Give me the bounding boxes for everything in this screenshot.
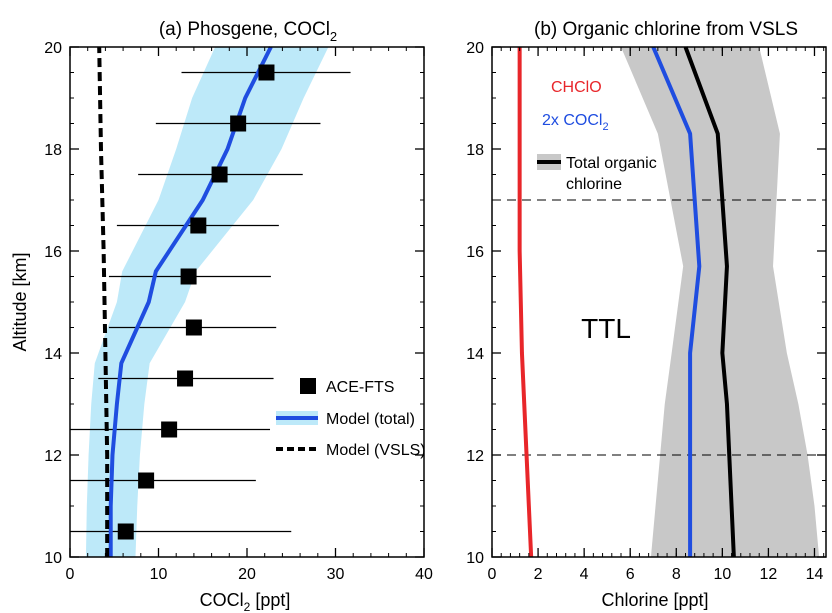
legend-ace-fts-marker xyxy=(300,378,316,394)
cocl2-series-label-subscript: 2 xyxy=(602,121,608,133)
ace-fts-point xyxy=(177,370,194,387)
legend-ace-fts-label: ACE-FTS xyxy=(326,379,394,396)
ace-fts-point xyxy=(211,166,228,183)
panel-a-x-tick-label: 30 xyxy=(327,566,345,583)
panel-b-x-tick-label: 10 xyxy=(713,566,731,583)
ace-fts-point xyxy=(138,472,155,489)
panel-a-title: (a) Phosgene, COCl2 xyxy=(159,19,337,44)
panel-b-x-tick-label: 12 xyxy=(760,566,778,583)
ace-fts-point xyxy=(180,268,197,285)
ace-fts-point xyxy=(230,115,247,132)
panel-a-legend: ACE-FTS Model (total) Model (VSLS) xyxy=(276,378,426,459)
panel-b-y-tick-label: 14 xyxy=(466,346,484,363)
panel-b-x-tick-label: 0 xyxy=(488,566,497,583)
ace-fts-point xyxy=(161,421,178,438)
panel-a-title-subscript: 2 xyxy=(330,29,337,44)
panel-b-x-tick-label: 8 xyxy=(672,566,681,583)
chclo-series-label: CHClO xyxy=(551,79,602,96)
legend-total-organic-label-line2: chlorine xyxy=(566,176,622,193)
model-vsls-line xyxy=(97,46,110,557)
panel-b-lines xyxy=(517,46,736,558)
ace-fts-point xyxy=(185,319,202,336)
panel-b-ticks: 0 2 4 6 8 10 12 14 10 12 14 16 18 20 xyxy=(466,40,826,583)
panel-a-x-label-main: COCl xyxy=(200,590,244,610)
total-organic-band xyxy=(620,47,820,557)
cocl2-line xyxy=(651,46,702,557)
panel-b-legend: Total organic chlorine xyxy=(537,154,657,193)
panel-b-x-tick-label: 4 xyxy=(580,566,589,583)
chclo-line xyxy=(517,47,534,558)
panel-a-x-tick-label: 20 xyxy=(238,566,256,583)
ace-fts-point xyxy=(190,217,207,234)
panel-a-y-tick-label: 12 xyxy=(44,448,62,465)
cocl2-series-label-main: 2x COCl xyxy=(542,112,602,129)
panel-a-x-tick-label: 0 xyxy=(66,566,75,583)
total-organic-line xyxy=(683,46,736,558)
panel-b-x-tick-label: 6 xyxy=(626,566,635,583)
panel-a-x-tick-label: 40 xyxy=(415,566,433,583)
panel-a-x-label-unit: [ppt] xyxy=(250,590,290,610)
panel-b-y-tick-label: 10 xyxy=(466,550,484,567)
cocl2-series-label: 2x COCl2 xyxy=(542,112,609,133)
panel-a-x-label-subscript: 2 xyxy=(244,600,251,613)
panel-a-y-axis-label: Altitude [km] xyxy=(10,252,30,351)
panel-b-y-tick-label: 12 xyxy=(466,448,484,465)
ace-fts-point xyxy=(117,523,134,540)
panel-a-title-main: (a) Phosgene, COCl xyxy=(159,19,330,40)
panel-b-x-tick-label: 2 xyxy=(534,566,543,583)
panel-a-y-tick-label: 16 xyxy=(44,244,62,261)
panel-a-x-tick-label: 10 xyxy=(150,566,168,583)
ttl-annotation: TTL xyxy=(581,313,631,344)
panel-b-x-axis-label: Chlorine [ppt] xyxy=(601,590,708,610)
panel-a-y-tick-label: 10 xyxy=(44,550,62,567)
legend-total-organic-label-line1: Total organic xyxy=(566,155,657,172)
ttl-boundary-lines xyxy=(492,199,826,456)
panel-a-y-tick-label: 14 xyxy=(44,346,62,363)
panel-b-x-tick-label: 14 xyxy=(806,566,824,583)
model-total-line xyxy=(108,46,273,557)
panel-b-y-tick-label: 16 xyxy=(466,244,484,261)
panel-b-organic-chlorine: 0 2 4 6 8 10 12 14 10 12 14 16 18 20 (b) Organic chlo… xyxy=(466,19,827,610)
panel-b-title: (b) Organic chlorine from VSLS xyxy=(534,19,798,40)
ace-fts-points xyxy=(117,64,275,540)
total-organic-chlorine-band xyxy=(620,47,820,557)
legend-model-total-label: Model (total) xyxy=(326,411,415,428)
panel-b-y-tick-label: 20 xyxy=(466,40,484,57)
panel-a-y-tick-label: 18 xyxy=(44,142,62,159)
legend-model-vsls-label: Model (VSLS) xyxy=(326,442,426,459)
panel-a-x-axis-label: COCl2 [ppt] xyxy=(200,590,291,613)
panel-b-y-tick-label: 18 xyxy=(466,142,484,159)
ace-fts-point xyxy=(258,64,275,81)
panel-a-model-lines xyxy=(97,46,273,557)
panel-a-y-tick-label: 20 xyxy=(44,40,62,57)
